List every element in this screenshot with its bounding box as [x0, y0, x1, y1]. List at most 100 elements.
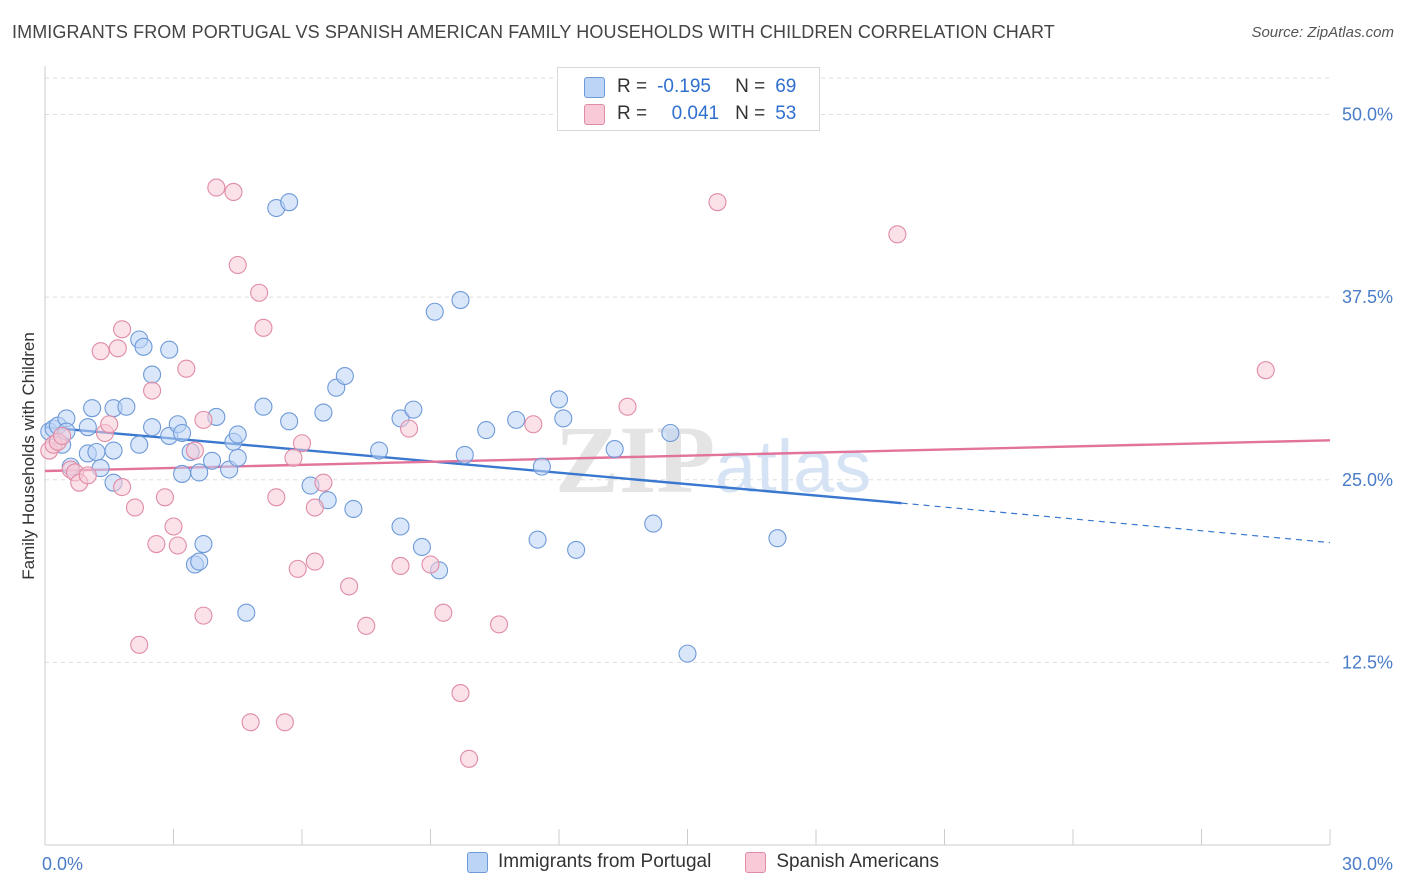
portugal-point — [280, 193, 299, 212]
portugal-point — [143, 418, 162, 437]
portugal-point — [254, 397, 273, 416]
spanish-american-point — [292, 434, 312, 453]
spanish-american-point — [177, 359, 196, 378]
spanish-american-point — [434, 603, 453, 622]
spanish-american-point — [708, 193, 727, 212]
spanish-american-point — [254, 318, 273, 337]
spanish-american-point — [340, 577, 359, 596]
chart-title: IMMIGRANTS FROM PORTUGAL VS SPANISH AMER… — [12, 22, 1055, 42]
portugal-point — [335, 366, 354, 386]
x-tick-labels: 0.0% 30.0% — [42, 854, 1393, 874]
portugal-point — [117, 397, 136, 416]
portugal-point — [130, 435, 149, 454]
portugal-point — [237, 603, 256, 622]
spanish-american-point — [108, 339, 127, 358]
spanish-american-point — [618, 397, 637, 416]
portugal-point — [644, 514, 663, 533]
blue-r-value: -0.195 — [657, 76, 711, 97]
spanish-american-point — [305, 498, 324, 517]
n-label: N = — [735, 103, 766, 124]
portugal-point — [173, 464, 192, 483]
portugal-point — [87, 442, 106, 462]
spanish-american-point — [275, 713, 294, 732]
portugal-point — [143, 365, 162, 384]
spanish-american-point — [185, 441, 204, 460]
spanish-american-point — [91, 342, 110, 361]
spanish-american-point — [78, 466, 97, 485]
portugal-point — [314, 403, 333, 422]
portugal-point — [280, 412, 299, 431]
stats-row-pink: R = 0.041 N = 53 — [584, 102, 796, 126]
spanish-american-point — [888, 225, 907, 244]
spanish-american-point — [100, 415, 119, 434]
gridlines — [45, 77, 1330, 663]
blue-n-value: 69 — [775, 76, 797, 97]
portugal-point — [134, 337, 153, 356]
y-tick-label: 37.5% — [1342, 287, 1393, 307]
y-tick-label: 25.0% — [1342, 470, 1393, 490]
portugal-point — [532, 457, 551, 476]
legend-label-spanish: Spanish Americans — [776, 851, 939, 872]
spanish-american-point — [194, 410, 213, 429]
watermark-atlas: atlas — [715, 425, 871, 508]
spanish-american-point — [1256, 361, 1275, 380]
spanish-american-point — [113, 320, 132, 339]
portugal-point — [104, 441, 123, 460]
portugal-point — [173, 423, 192, 443]
y-tick-label: 50.0% — [1342, 105, 1393, 125]
pink-n-value: 53 — [775, 103, 797, 124]
spanish-american-point — [164, 517, 183, 536]
portugal-trend-extension — [901, 502, 1331, 544]
spanish-american-trend-line — [44, 439, 1331, 473]
r-label: R = — [617, 76, 648, 97]
spanish-american-point — [489, 615, 509, 634]
spanish-american-point — [207, 178, 226, 197]
portugal-point — [194, 534, 213, 554]
watermark-zip: ZIP — [555, 406, 715, 513]
spanish-american-point — [451, 684, 470, 703]
portugal-point — [451, 291, 470, 310]
pink-swatch — [584, 103, 605, 125]
data-points — [40, 178, 1275, 768]
spanish-american-point — [288, 559, 307, 578]
spanish-american-point — [194, 606, 213, 625]
portugal-point — [344, 499, 363, 519]
stats-row-blue: R = -0.195 N = 69 — [584, 75, 796, 99]
spanish-american-point — [459, 749, 479, 768]
portugal-point — [190, 552, 209, 571]
source-credit: Source: ZipAtlas.com — [1251, 24, 1394, 41]
portugal-point — [228, 425, 247, 444]
n-label: N = — [735, 76, 766, 97]
legend-swatch-blue — [467, 851, 489, 873]
portugal-point — [549, 390, 569, 409]
portugal-point — [554, 409, 573, 428]
x-tick-label: 30.0% — [1342, 854, 1393, 874]
spanish-american-point — [284, 448, 303, 467]
portugal-point — [404, 400, 423, 419]
r-label: R = — [617, 103, 648, 124]
portugal-point — [768, 529, 787, 548]
x-tick-label: 0.0% — [42, 854, 83, 874]
spanish-american-point — [228, 255, 247, 275]
spanish-american-point — [400, 419, 419, 438]
spanish-american-point — [155, 488, 174, 507]
spanish-american-point — [524, 415, 543, 434]
portugal-point — [391, 517, 410, 536]
legend-item-spanish[interactable]: Spanish Americans — [745, 851, 939, 873]
spanish-american-point — [224, 182, 243, 202]
spanish-american-point — [357, 616, 376, 635]
portugal-point — [477, 421, 496, 440]
legend-swatch-pink — [745, 851, 767, 873]
portugal-point — [678, 644, 697, 663]
portugal-point — [370, 441, 389, 460]
portugal-point — [425, 302, 444, 321]
portugal-point — [203, 451, 222, 470]
spanish-american-point — [147, 534, 166, 554]
y-axis-label: Family Households with Children — [19, 332, 38, 580]
y-tick-labels: 12.5% 25.0% 37.5% 50.0% — [1342, 105, 1393, 673]
portugal-point — [228, 448, 247, 467]
portugal-point — [605, 440, 624, 459]
legend-item-portugal[interactable]: Immigrants from Portugal — [467, 851, 711, 873]
stats-legend: R = -0.195 N = 69 R = 0.041 N = 53 — [557, 67, 820, 131]
